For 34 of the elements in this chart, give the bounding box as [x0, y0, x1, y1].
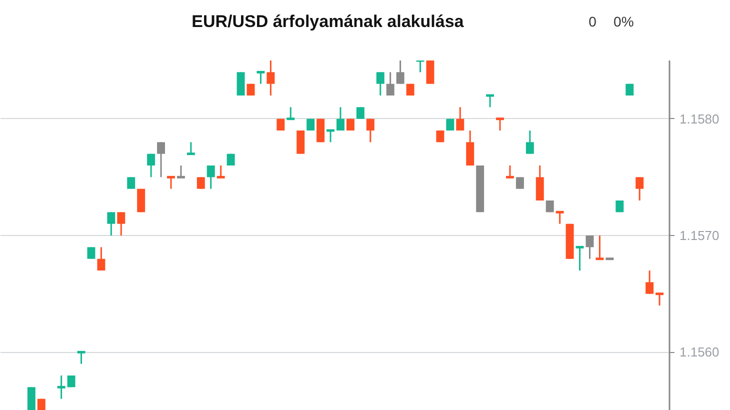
candlestick [157, 141, 166, 178]
y-tick-label: 1.1580 [680, 111, 720, 126]
candlestick [206, 164, 215, 190]
candlestick [356, 106, 364, 120]
candlestick [386, 71, 394, 96]
candlestick [586, 234, 594, 260]
candlestick [296, 130, 305, 155]
candlestick [426, 60, 434, 85]
y-tick-label: 1.1570 [680, 228, 720, 243]
candlestick [97, 246, 106, 272]
candlestick [147, 153, 156, 178]
candlestick [107, 211, 116, 236]
candlestick [396, 60, 404, 85]
candlestick [376, 71, 384, 96]
y-tick-label: 1.1560 [680, 344, 720, 360]
candlestick [456, 106, 464, 132]
candlestick [466, 130, 474, 166]
chart-title: EUR/USD árfolyamának alakulása [192, 12, 464, 31]
candlestick [87, 246, 96, 260]
candlestick [117, 211, 126, 236]
candlestick [127, 176, 136, 190]
text: 0 [588, 14, 597, 30]
candlestick [516, 176, 524, 190]
candlestick [646, 270, 654, 295]
candlestick [526, 130, 534, 155]
candlestick [636, 176, 644, 202]
candlestick [236, 71, 245, 96]
candlestick [27, 386, 36, 410]
candlestick [266, 60, 275, 96]
candlestick [336, 106, 344, 132]
candlestick [536, 164, 544, 202]
text: 0% [614, 14, 634, 30]
candlestick [196, 176, 205, 190]
candlestick [366, 118, 374, 143]
